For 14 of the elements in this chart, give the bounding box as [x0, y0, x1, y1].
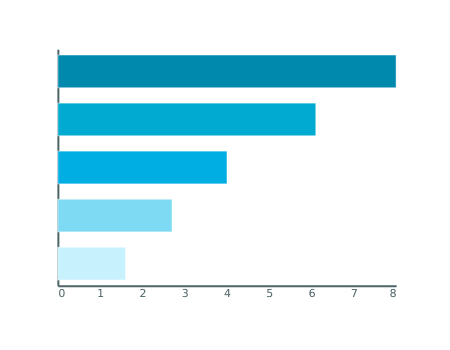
bar	[57, 54, 397, 88]
x-tick-label: 8	[390, 287, 397, 300]
bar	[57, 198, 173, 232]
x-tick-label: 7	[350, 287, 358, 300]
x-tick-label: 2	[139, 287, 146, 300]
bar	[57, 150, 228, 184]
x-tick-label: 1	[97, 287, 104, 300]
bar	[57, 246, 126, 280]
bar	[57, 102, 316, 136]
x-tick-label: 3	[182, 287, 189, 300]
x-tick-label: 0	[58, 287, 66, 300]
x-tick-label: 5	[266, 287, 274, 300]
x-tick-label: 4	[224, 287, 231, 300]
x-tick-label: 6	[308, 287, 316, 300]
